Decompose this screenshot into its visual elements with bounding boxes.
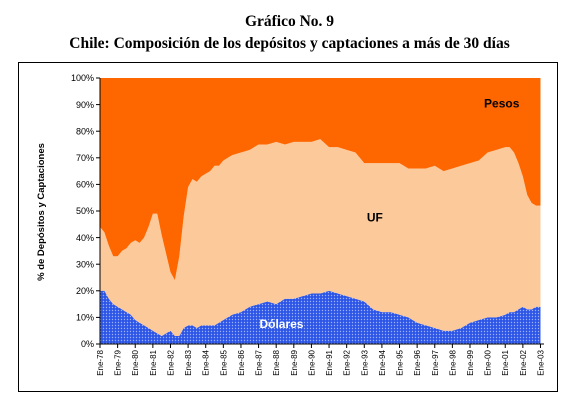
y-tick-label: 40% <box>76 233 94 243</box>
y-axis-label: % de Depósitos y Captaciones <box>36 143 47 281</box>
x-tick-label: Ene-89 <box>290 349 299 375</box>
x-tick-label: Ene-98 <box>448 349 457 375</box>
x-tick-label: Ene-86 <box>237 349 246 375</box>
series-label-pesos: Pesos <box>484 96 520 110</box>
y-tick-label: 10% <box>76 313 94 323</box>
series-label-d-lares: Dólares <box>259 317 303 331</box>
y-tick-label: 0% <box>81 339 94 349</box>
x-tick-label: Ene-82 <box>166 349 175 375</box>
x-tick-label: Ene-01 <box>501 349 510 375</box>
x-tick-label: Ene-00 <box>484 349 493 375</box>
y-tick-label: 100% <box>71 73 94 83</box>
chart-subtitle: Chile: Composición de los depósitos y ca… <box>69 35 510 52</box>
y-tick-label: 80% <box>76 126 94 136</box>
series-area-pesos <box>100 78 541 281</box>
x-tick-label: Ene-93 <box>360 349 369 375</box>
series-area-uf <box>100 139 541 337</box>
x-tick-label: Ene-79 <box>114 349 123 375</box>
y-tick-label: 20% <box>76 286 94 296</box>
x-tick-label: Ene-84 <box>202 349 211 375</box>
y-tick-label: 70% <box>76 153 94 163</box>
x-tick-label: Ene-99 <box>466 349 475 375</box>
x-tick-label: Ene-97 <box>431 349 440 375</box>
x-tick-label: Ene-83 <box>184 349 193 375</box>
x-tick-label: Ene-92 <box>343 349 352 375</box>
y-tick-label: 50% <box>76 206 94 216</box>
x-tick-label: Ene-03 <box>536 349 545 375</box>
x-tick-label: Ene-90 <box>307 349 316 375</box>
x-tick-label: Ene-87 <box>255 349 264 375</box>
series-label-uf: UF <box>367 211 383 225</box>
y-tick-label: 60% <box>76 180 94 190</box>
x-tick-label: Ene-78 <box>96 349 105 375</box>
x-tick-label: Ene-94 <box>378 349 387 375</box>
x-tick-label: Ene-02 <box>519 349 528 375</box>
x-tick-label: Ene-85 <box>219 349 228 375</box>
series-area-d-lares <box>100 290 541 344</box>
chart-frame <box>18 62 558 392</box>
chart-title: Gráfico No. 9 <box>244 13 335 30</box>
y-tick-label: 90% <box>76 100 94 110</box>
x-tick-label: Ene-96 <box>413 349 422 375</box>
x-tick-label: Ene-81 <box>149 349 158 375</box>
x-tick-label: Ene-88 <box>272 349 281 375</box>
x-tick-label: Ene-95 <box>396 349 405 375</box>
x-tick-label: Ene-80 <box>131 349 140 375</box>
x-tick-label: Ene-91 <box>325 349 334 375</box>
y-tick-label: 30% <box>76 259 94 269</box>
